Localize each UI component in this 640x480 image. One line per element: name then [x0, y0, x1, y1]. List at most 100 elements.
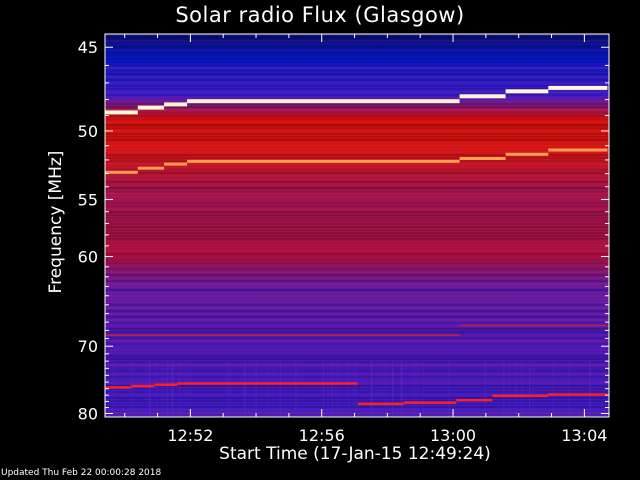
bright-band-segment — [137, 105, 165, 110]
texture-streak — [484, 361, 486, 417]
texture-row — [105, 346, 609, 348]
bright-band-segment — [187, 99, 460, 104]
texture-streak — [295, 361, 297, 417]
texture-row — [105, 304, 609, 306]
texture-streak — [415, 361, 417, 417]
texture-streak — [336, 361, 338, 417]
texture-row — [105, 184, 609, 186]
texture-row — [105, 358, 609, 360]
texture-row — [105, 64, 609, 66]
texture-row — [105, 199, 609, 201]
texture-row — [105, 211, 609, 213]
texture-row — [105, 268, 609, 270]
x-tick-label: 12:56 — [299, 426, 345, 445]
texture-streak — [417, 361, 419, 417]
texture-row — [105, 295, 609, 297]
texture-row — [105, 415, 609, 417]
texture-streak — [244, 361, 246, 417]
texture-row — [105, 307, 609, 309]
bright-band-segment — [548, 85, 608, 90]
texture-row — [105, 175, 609, 177]
texture-row — [105, 94, 609, 96]
texture-row — [105, 88, 609, 90]
texture-row — [105, 301, 609, 303]
texture-streak — [130, 361, 132, 417]
faint-line-segment — [459, 324, 608, 327]
texture-streak — [352, 361, 354, 417]
texture-streak — [167, 361, 169, 417]
texture-streak — [521, 361, 523, 417]
texture-row — [105, 139, 609, 141]
plot-area — [105, 34, 609, 417]
texture-row — [105, 190, 609, 192]
texture-streak — [385, 361, 387, 417]
texture-streak — [568, 361, 570, 417]
texture-streak — [448, 361, 450, 417]
red-line-segment — [403, 401, 457, 404]
texture-row — [105, 118, 609, 120]
red-line-segment — [177, 382, 358, 385]
plot-frame — [104, 33, 610, 418]
texture-row — [105, 379, 609, 381]
y-tick-label: 80 — [78, 404, 98, 423]
texture-streak — [227, 361, 229, 417]
bright-band-segment — [164, 102, 188, 107]
chart-title: Solar radio Flux (Glasgow) — [175, 3, 465, 27]
texture-streak — [273, 361, 275, 417]
texture-row — [105, 124, 609, 126]
texture-row — [105, 73, 609, 75]
texture-row — [105, 97, 609, 99]
red-line-segment — [154, 383, 178, 386]
faint-line-segment — [105, 334, 460, 336]
texture-row — [105, 208, 609, 210]
texture-row — [105, 49, 609, 51]
texture-row — [105, 178, 609, 180]
red-line-segment — [105, 386, 132, 389]
bright-band-segment — [459, 94, 506, 99]
texture-streak — [255, 361, 257, 417]
texture-row — [105, 274, 609, 276]
texture-streak — [327, 361, 329, 417]
texture-row — [105, 400, 609, 402]
texture-streak — [503, 361, 505, 417]
texture-row — [105, 148, 609, 150]
orange-band-segment — [548, 148, 608, 152]
texture-streak — [161, 361, 163, 417]
texture-row — [105, 40, 609, 42]
texture-row — [105, 316, 609, 318]
texture-row — [105, 373, 609, 375]
texture-streak — [532, 361, 534, 417]
texture-row — [105, 238, 609, 240]
texture-row — [105, 172, 609, 174]
texture-row — [105, 46, 609, 48]
texture-streak — [244, 361, 246, 417]
orange-band-segment — [105, 170, 138, 174]
texture-streak — [377, 361, 379, 417]
texture-row — [105, 253, 609, 255]
orange-band-segment — [164, 162, 188, 166]
texture-row — [105, 91, 609, 93]
texture-streak — [331, 361, 333, 417]
texture-streak — [146, 361, 148, 417]
texture-streak — [179, 361, 181, 417]
texture-row — [105, 37, 609, 39]
texture-streak — [348, 361, 350, 417]
texture-row — [105, 349, 609, 351]
texture-row — [105, 112, 609, 114]
texture-row — [105, 403, 609, 405]
texture-streak — [149, 361, 151, 417]
bright-band-segment — [505, 89, 549, 94]
texture-row — [105, 367, 609, 369]
texture-row — [105, 61, 609, 63]
texture-row — [105, 85, 609, 87]
texture-streak — [509, 361, 511, 417]
texture-streak — [392, 361, 393, 417]
texture-streak — [150, 361, 151, 417]
texture-row — [105, 214, 609, 216]
texture-row — [105, 220, 609, 222]
texture-row — [105, 256, 609, 258]
texture-row — [105, 187, 609, 189]
texture-row — [105, 136, 609, 138]
bright-band-segment — [105, 110, 138, 115]
texture-streak — [589, 361, 591, 417]
